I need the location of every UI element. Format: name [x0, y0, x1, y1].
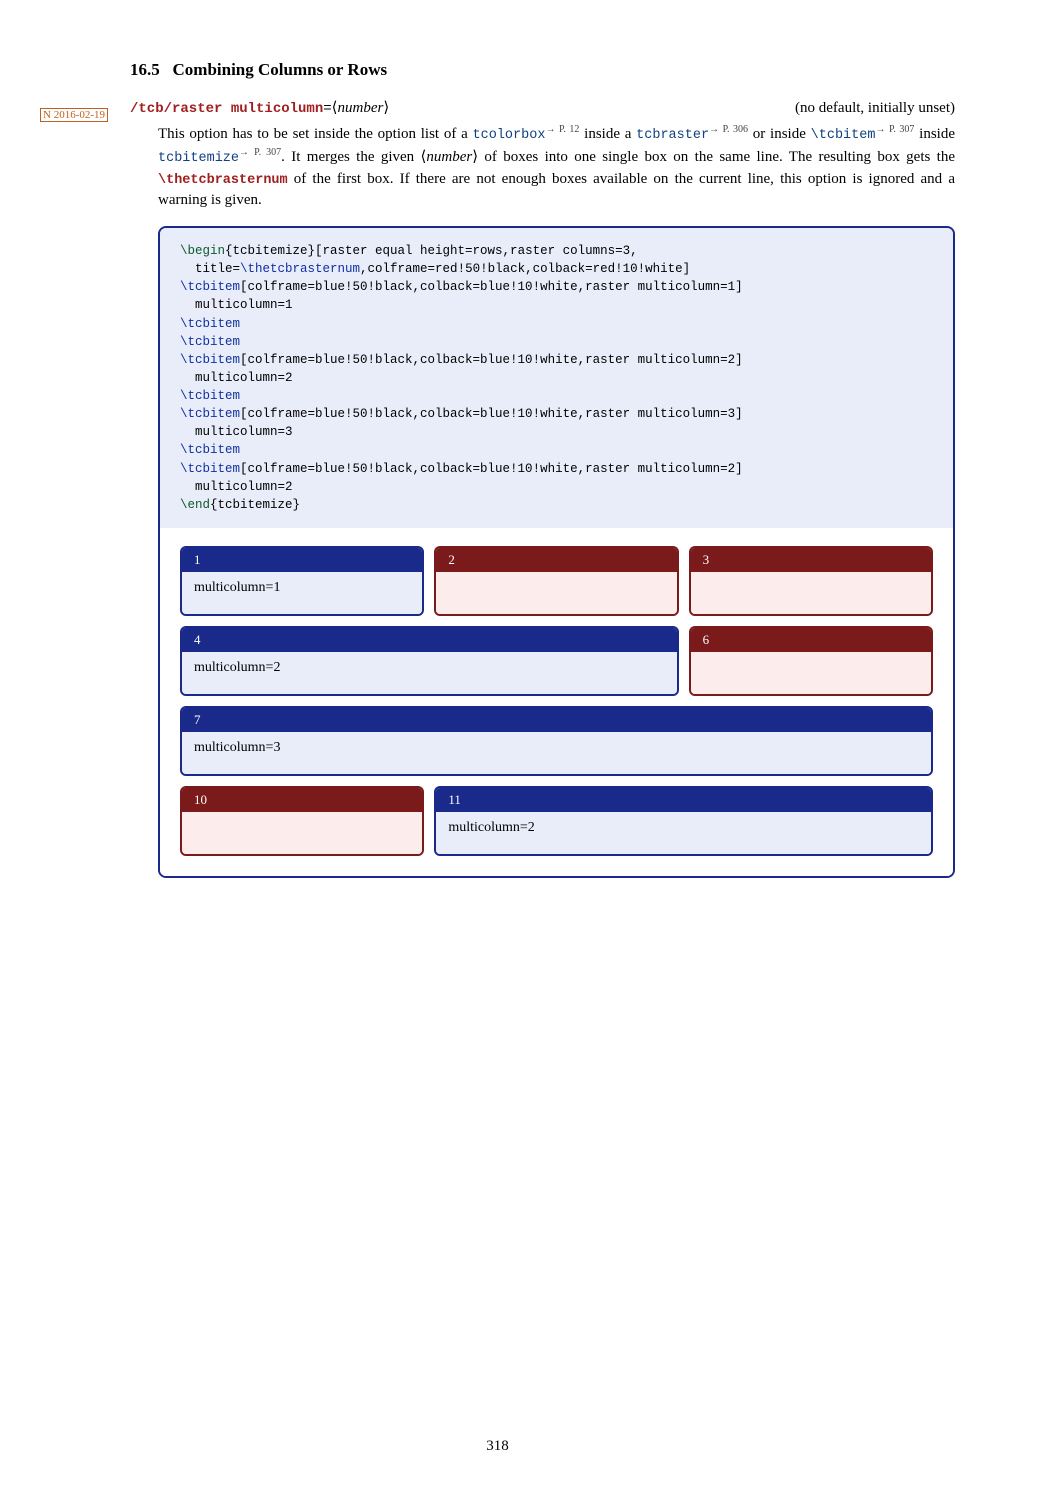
desc-text: inside a — [579, 126, 636, 142]
ref-tcolorbox[interactable]: tcolorbox — [473, 128, 546, 143]
raster-box: 3 — [689, 546, 933, 616]
ref-tcbitem[interactable]: \tcbitem — [811, 128, 876, 143]
key-name: /tcb/raster multicolumn — [130, 101, 323, 117]
code-token: \tcbitem — [180, 389, 240, 403]
raster-box: 6 — [689, 626, 933, 696]
raster-box: 2 — [434, 546, 678, 616]
result-area: 1multicolumn=1234multicolumn=267multicol… — [160, 528, 953, 876]
key-default: (no default, initially unset) — [795, 100, 955, 117]
option-description: This option has to be set inside the opt… — [158, 123, 955, 212]
code-token: [colframe=blue!50!black,colback=blue!10!… — [240, 353, 743, 367]
desc-text: inside — [914, 126, 955, 142]
desc-arg: number — [426, 149, 472, 165]
raster-box: 4multicolumn=2 — [180, 626, 679, 696]
raster-box-body: multicolumn=1 — [182, 572, 422, 614]
section-heading: 16.5 Combining Columns or Rows — [130, 60, 955, 80]
raster-box: 10 — [180, 786, 424, 856]
key-angle-close: ⟩ — [383, 100, 389, 116]
raster-box: 1multicolumn=1 — [180, 546, 424, 616]
ref-tcbitemize[interactable]: tcbitemize — [158, 151, 239, 166]
code-token: \end — [180, 498, 210, 512]
raster-box-body — [691, 652, 931, 694]
code-token: \tcbitem — [180, 317, 240, 331]
raster-box-body: multicolumn=2 — [436, 812, 931, 854]
code-token: {tcbitemize}[raster equal height=rows,ra… — [225, 244, 638, 258]
raster-box: 11multicolumn=2 — [434, 786, 933, 856]
raster-box-title: 10 — [182, 788, 422, 812]
raster-box-body — [691, 572, 931, 614]
pageref-tcolorbox[interactable]: → P. 12 — [545, 124, 579, 135]
key-eq: = — [323, 101, 331, 117]
code-token: [colframe=blue!50!black,colback=blue!10!… — [240, 407, 743, 421]
ref-tcbraster[interactable]: tcbraster — [636, 128, 709, 143]
raster-grid: 1multicolumn=1234multicolumn=267multicol… — [180, 546, 933, 856]
page-number: 318 — [40, 1438, 955, 1455]
code-token: multicolumn=3 — [180, 425, 293, 439]
desc-text: This option has to be set inside the opt… — [158, 126, 473, 142]
code-token: ,colframe=red!50!black,colback=red!10!wh… — [360, 262, 690, 276]
raster-box-title: 7 — [182, 708, 931, 732]
code-token: \tcbitem — [180, 407, 240, 421]
raster-box-body: multicolumn=3 — [182, 732, 931, 774]
raster-box-body — [182, 812, 422, 854]
code-token: multicolumn=2 — [180, 371, 293, 385]
raster-box-body — [436, 572, 676, 614]
code-token: [colframe=blue!50!black,colback=blue!10!… — [240, 462, 743, 476]
section-title: Combining Columns or Rows — [173, 60, 388, 79]
code-token: \tcbitem — [180, 462, 240, 476]
raster-box-body: multicolumn=2 — [182, 652, 677, 694]
code-token: \tcbitem — [180, 353, 240, 367]
pageref-tcbraster[interactable]: → P. 306 — [709, 124, 748, 135]
key-option-line: /tcb/raster multicolumn=⟨number⟩ (no def… — [130, 98, 955, 117]
example-frame: \begin{tcbitemize}[raster equal height=r… — [158, 226, 955, 878]
raster-box-title: 2 — [436, 548, 676, 572]
raster-box-title: 4 — [182, 628, 677, 652]
code-token: \tcbitem — [180, 280, 240, 294]
code-token: \begin — [180, 244, 225, 258]
margin-new-badge: N 2016-02-19 — [40, 108, 108, 122]
code-token: multicolumn=2 — [180, 480, 293, 494]
code-token: title= — [180, 262, 240, 276]
desc-text: or inside — [748, 126, 811, 142]
pageref-tcbitem[interactable]: → P. 307 — [875, 124, 914, 135]
raster-box-title: 6 — [691, 628, 931, 652]
key-arg: number — [338, 100, 384, 116]
raster-box-title: 1 — [182, 548, 422, 572]
code-token: [colframe=blue!50!black,colback=blue!10!… — [240, 280, 743, 294]
raster-box-title: 3 — [691, 548, 931, 572]
desc-text: ⟩ of boxes into one single box on the sa… — [472, 149, 955, 165]
code-token: \tcbitem — [180, 443, 240, 457]
raster-box: 7multicolumn=3 — [180, 706, 933, 776]
pageref-tcbitemize[interactable]: → P. 307 — [239, 147, 281, 158]
ref-thetcbrasternum: \thetcbrasternum — [158, 173, 288, 188]
code-token: multicolumn=1 — [180, 298, 293, 312]
code-listing: \begin{tcbitemize}[raster equal height=r… — [160, 228, 953, 528]
code-token: {tcbitemize} — [210, 498, 300, 512]
desc-text: . It merges the given ⟨ — [281, 149, 426, 165]
code-token: \thetcbrasternum — [240, 262, 360, 276]
code-token: \tcbitem — [180, 335, 240, 349]
section-number: 16.5 — [130, 60, 160, 79]
raster-box-title: 11 — [436, 788, 931, 812]
